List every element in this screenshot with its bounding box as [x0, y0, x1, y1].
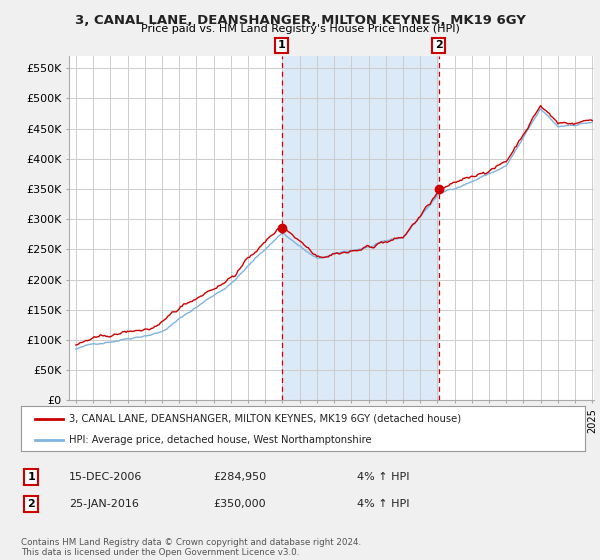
- Text: HPI: Average price, detached house, West Northamptonshire: HPI: Average price, detached house, West…: [69, 435, 371, 445]
- Text: 1: 1: [278, 40, 286, 50]
- Text: 25-JAN-2016: 25-JAN-2016: [69, 499, 139, 509]
- Text: 4% ↑ HPI: 4% ↑ HPI: [357, 499, 409, 509]
- Text: 1: 1: [28, 472, 35, 482]
- Text: Price paid vs. HM Land Registry's House Price Index (HPI): Price paid vs. HM Land Registry's House …: [140, 24, 460, 34]
- Text: 15-DEC-2006: 15-DEC-2006: [69, 472, 142, 482]
- Text: Contains HM Land Registry data © Crown copyright and database right 2024.
This d: Contains HM Land Registry data © Crown c…: [21, 538, 361, 557]
- Text: 2: 2: [28, 499, 35, 509]
- Text: 2: 2: [434, 40, 442, 50]
- Text: 3, CANAL LANE, DEANSHANGER, MILTON KEYNES, MK19 6GY (detached house): 3, CANAL LANE, DEANSHANGER, MILTON KEYNE…: [69, 413, 461, 423]
- Text: 3, CANAL LANE, DEANSHANGER, MILTON KEYNES, MK19 6GY: 3, CANAL LANE, DEANSHANGER, MILTON KEYNE…: [74, 14, 526, 27]
- Bar: [282, 56, 439, 400]
- Text: £350,000: £350,000: [213, 499, 266, 509]
- Text: 4% ↑ HPI: 4% ↑ HPI: [357, 472, 409, 482]
- Text: £284,950: £284,950: [213, 472, 266, 482]
